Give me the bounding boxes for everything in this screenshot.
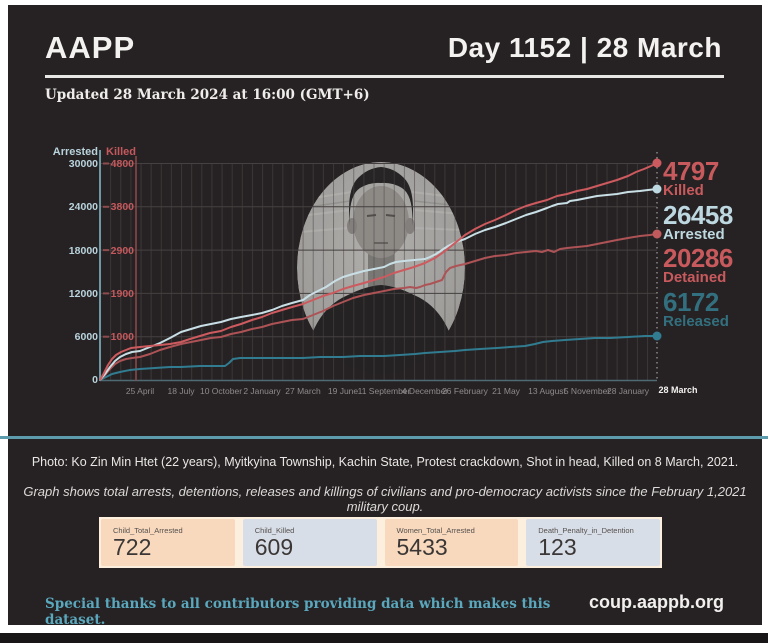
stat-label: Death_Penalty_in_Detention xyxy=(538,526,634,535)
killed-total: 4797 xyxy=(663,156,719,186)
stat-label: Child_Killed xyxy=(254,526,295,535)
stat-label: Child_Total_Arrested xyxy=(113,526,183,535)
stat-value: 722 xyxy=(113,534,152,560)
x-tick: 25 April xyxy=(125,386,155,396)
stat-value: 5433 xyxy=(396,534,448,560)
killed-line xyxy=(99,162,658,381)
stat-card-child-arrested: Child_Total_Arrested 722 xyxy=(101,519,235,566)
arrested-tick: 24000 xyxy=(68,201,98,213)
day-counter: Day 1152 | 28 March xyxy=(447,32,722,63)
x-tick: 2 January xyxy=(243,386,281,396)
released-endpoint: 6172 Released xyxy=(663,287,763,330)
detained-line xyxy=(99,233,658,381)
released-end-dot xyxy=(652,331,662,341)
thanks-text: Special thanks to all contributors provi… xyxy=(45,596,551,628)
killed-endpoint: 4797 Killed xyxy=(663,156,763,199)
website-url: coup.aappb.org xyxy=(589,592,724,612)
bottom-bar xyxy=(0,633,768,643)
x-tick: 19 June xyxy=(327,386,359,396)
released-total: 6172 xyxy=(663,287,719,317)
arrested-label: Arrested xyxy=(663,226,725,243)
x-tick: 28 January xyxy=(606,386,650,396)
killed-axis-ticks xyxy=(103,162,109,338)
killed-end-dot xyxy=(652,158,662,168)
killed-tick: 1000 xyxy=(110,331,134,343)
x-tick: 5 November xyxy=(563,386,611,396)
arrested-endpoint: 26458 Arrested xyxy=(663,200,763,243)
x-tick: 21 May xyxy=(492,386,520,396)
x-tick: 27 March xyxy=(285,386,321,396)
graph-description: Graph shows total arrests, detentions, r… xyxy=(23,484,747,514)
x-end-label: 28 March xyxy=(658,385,698,395)
arrested-total: 26458 xyxy=(663,200,733,230)
x-tick: 26 February xyxy=(442,386,488,396)
arrested-end-dot xyxy=(652,184,662,194)
stat-card-child-killed: Child_Killed 609 xyxy=(242,519,377,566)
released-label: Released xyxy=(663,313,729,330)
killed-tick: 1900 xyxy=(110,288,134,300)
stat-value: 123 xyxy=(538,534,577,560)
detained-end-dot xyxy=(652,229,662,239)
horizontal-gridlines xyxy=(100,163,657,338)
arrested-tick: 30000 xyxy=(68,158,98,170)
section-divider xyxy=(0,436,768,439)
detained-label: Detained xyxy=(663,269,727,286)
arrested-tick: 0 xyxy=(92,374,98,386)
released-line xyxy=(99,335,657,381)
killed-tick: 3800 xyxy=(110,201,134,213)
arrested-tick: 18000 xyxy=(68,245,98,257)
arrested-axis-title: Arrested xyxy=(52,146,98,158)
killed-tick: 2900 xyxy=(110,245,134,257)
arrested-tick: 12000 xyxy=(68,288,98,300)
vertical-gridlines xyxy=(100,163,657,380)
arrested-tick: 6000 xyxy=(74,331,98,343)
brand-logo: AAPP xyxy=(45,30,136,65)
x-tick: 13 August xyxy=(528,386,566,396)
killed-label: Killed xyxy=(663,182,704,199)
header-divider xyxy=(45,75,724,78)
stat-label: Women_Total_Arrested xyxy=(396,526,475,535)
killed-axis-title: Killed xyxy=(106,146,136,158)
footer: Special thanks to all contributors provi… xyxy=(45,592,724,628)
arrested-line xyxy=(99,188,658,381)
killed-tick: 4800 xyxy=(110,158,134,170)
x-tick: 11 September xyxy=(357,386,411,396)
stat-card-death-penalty: Death_Penalty_in_Detention 123 xyxy=(526,519,660,566)
x-tick: 18 July xyxy=(167,386,195,396)
line-chart xyxy=(99,150,662,382)
updated-timestamp: Updated 28 March 2024 at 16:00 (GMT+6) xyxy=(45,87,370,103)
detained-total: 20286 xyxy=(663,243,733,273)
x-tick: 4 December xyxy=(401,386,449,396)
stat-card-women-arrested: Women_Total_Arrested 5433 xyxy=(384,519,519,566)
x-tick: 10 October xyxy=(199,386,243,396)
stat-cards: Child_Total_Arrested 722 Child_Killed 60… xyxy=(99,517,662,568)
stat-value: 609 xyxy=(254,534,294,560)
detained-endpoint: 20286 Detained xyxy=(663,243,763,286)
photo-caption: Photo: Ko Zin Min Htet (22 years), Myitk… xyxy=(31,455,739,469)
